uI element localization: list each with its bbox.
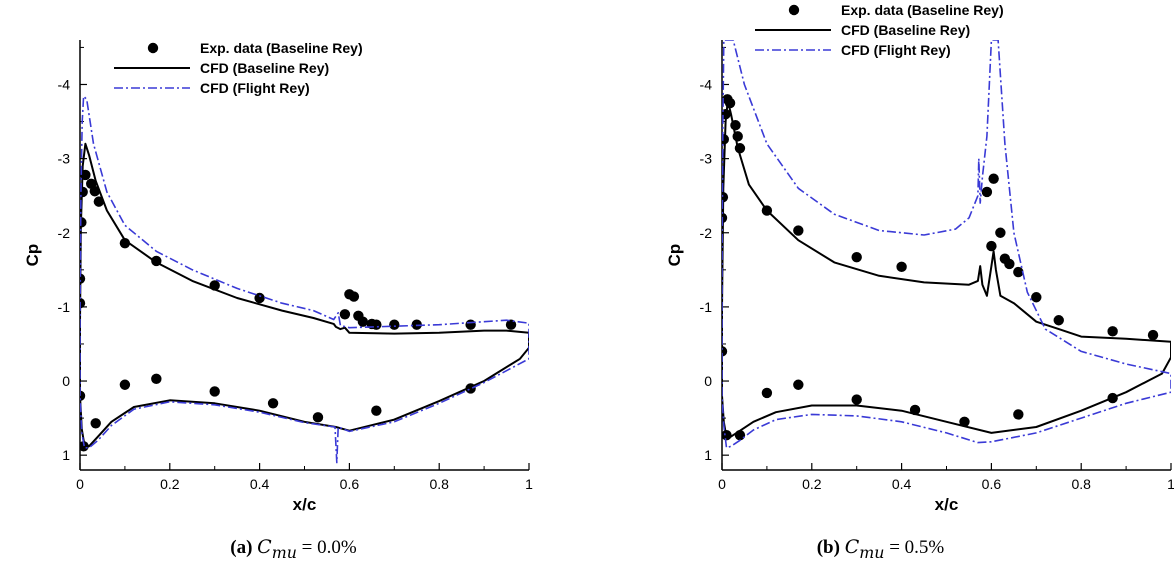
caption-a-sub: mu xyxy=(271,542,297,562)
panel-a: 0 0.2 0.4 0.6 0.8 1 -4 -3 -2 -1 0 1 x/c Cp Exp. data (… xyxy=(0,0,587,573)
exp-data-point xyxy=(119,237,131,249)
y-axis-label: Cp xyxy=(23,244,42,267)
caption-a-tag: (a) xyxy=(230,537,253,558)
exp-data-point xyxy=(1013,409,1024,420)
exp-data-point xyxy=(505,319,517,330)
exp-data-point xyxy=(793,225,804,236)
legend-marker-exp xyxy=(147,42,159,54)
exp-data-point xyxy=(981,186,993,198)
caption-b-value: = 0.5% xyxy=(889,537,945,558)
x-tick-label: 0.8 xyxy=(429,476,449,492)
exp-data-point xyxy=(722,346,728,357)
exp-data-point xyxy=(1031,292,1042,303)
caption-a-value: = 0.0% xyxy=(301,537,357,558)
exp-data-point xyxy=(312,412,324,423)
y-tick-label: -3 xyxy=(58,151,71,167)
y-tick-label: -2 xyxy=(700,225,713,241)
plot-area xyxy=(80,95,529,464)
y-axis-label: Cp xyxy=(665,244,684,267)
y-tick-label: 1 xyxy=(704,447,712,463)
y-tick-label: -4 xyxy=(58,76,71,92)
legend-label: CFD (Baseline Rey) xyxy=(841,22,970,38)
exp-data-point xyxy=(1053,315,1064,326)
exp-data-point xyxy=(851,394,862,405)
exp-data-point xyxy=(465,319,476,330)
caption-a: (a) Cmu = 0.0% xyxy=(0,536,587,562)
caption-a-symbol: C xyxy=(257,536,272,558)
x-tick-label: 0.6 xyxy=(982,476,1002,492)
caption-b-symbol: C xyxy=(844,536,860,558)
exp-data-point xyxy=(371,405,382,416)
exp-data-point xyxy=(389,319,400,330)
y-tick-label: 1 xyxy=(62,447,70,463)
exp-data-point xyxy=(357,316,369,327)
exp-data-point xyxy=(209,386,220,397)
caption-b: (b) Cmu = 0.5% xyxy=(587,536,1174,562)
exp-data-point xyxy=(80,297,86,309)
x-tick-label: 0.8 xyxy=(1071,476,1091,492)
exp-data-point xyxy=(267,398,279,409)
y-tick-label: -4 xyxy=(700,76,713,92)
caption-b-tag: (b) xyxy=(816,537,840,558)
exp-data-point xyxy=(89,186,101,197)
x-tick-label: 0 xyxy=(718,476,726,492)
cfd-flight-line xyxy=(80,95,529,464)
y-tick-label: -2 xyxy=(58,225,71,241)
y-tick-label: -3 xyxy=(700,151,713,167)
exp-data-point xyxy=(151,373,162,385)
legend-label: CFD (Flight Rey) xyxy=(200,80,310,96)
legend-marker-exp xyxy=(788,4,800,16)
cfd-baseline-line xyxy=(80,142,529,448)
exp-data-point xyxy=(988,173,999,184)
exp-data-point xyxy=(348,291,360,302)
y-tick-label: -1 xyxy=(58,299,71,315)
exp-data-point xyxy=(986,240,997,252)
exp-data-point xyxy=(959,416,970,428)
exp-data-point xyxy=(1107,326,1118,337)
exp-data-point xyxy=(371,319,382,330)
x-tick-label: 0.4 xyxy=(250,476,270,492)
exp-data-point xyxy=(793,379,804,390)
x-axis-label: x/c xyxy=(293,495,317,514)
exp-data-point xyxy=(119,379,131,390)
exp-data-point xyxy=(254,292,265,304)
x-tick-label: 0.2 xyxy=(802,476,822,492)
exp-data-point xyxy=(339,309,351,320)
exp-data-point xyxy=(851,252,862,263)
x-tick-label: 0 xyxy=(76,476,84,492)
legend-label: CFD (Baseline Rey) xyxy=(200,60,329,76)
cfd-baseline-line xyxy=(722,99,1171,439)
exp-data-point xyxy=(80,390,86,402)
y-tick-label: 0 xyxy=(704,373,712,389)
x-tick-label: 0.2 xyxy=(160,476,180,492)
panel-b: 0 0.2 0.4 0.6 0.8 1 -4 -3 -2 -1 0 1 x/c Cp Exp. data (… xyxy=(587,0,1175,573)
exp-data-point xyxy=(1004,258,1015,270)
legend-label: CFD (Flight Rey) xyxy=(841,42,951,58)
exp-data-point xyxy=(995,227,1006,238)
cfd-flight-line xyxy=(722,40,1171,449)
legend-label: Exp. data (Baseline Rey) xyxy=(200,40,363,56)
exp-data-point xyxy=(1147,329,1159,341)
y-tick-label: -1 xyxy=(700,299,713,315)
caption-b-sub: mu xyxy=(859,542,885,562)
exp-data-point xyxy=(722,134,729,145)
legend-label: Exp. data (Baseline Rey) xyxy=(841,2,1004,18)
x-tick-label: 0.6 xyxy=(340,476,360,492)
x-axis-label: x/c xyxy=(935,495,959,514)
exp-data-point xyxy=(896,261,907,273)
exp-data-point xyxy=(761,387,773,399)
exp-data-point xyxy=(90,418,101,429)
exp-data-point xyxy=(1013,266,1024,278)
x-tick-label: 1 xyxy=(525,476,533,492)
x-tick-label: 0.4 xyxy=(892,476,912,492)
plot-area xyxy=(722,40,1171,449)
x-tick-label: 1 xyxy=(1167,476,1174,492)
exp-data-point xyxy=(93,196,105,207)
y-tick-label: 0 xyxy=(62,373,70,389)
